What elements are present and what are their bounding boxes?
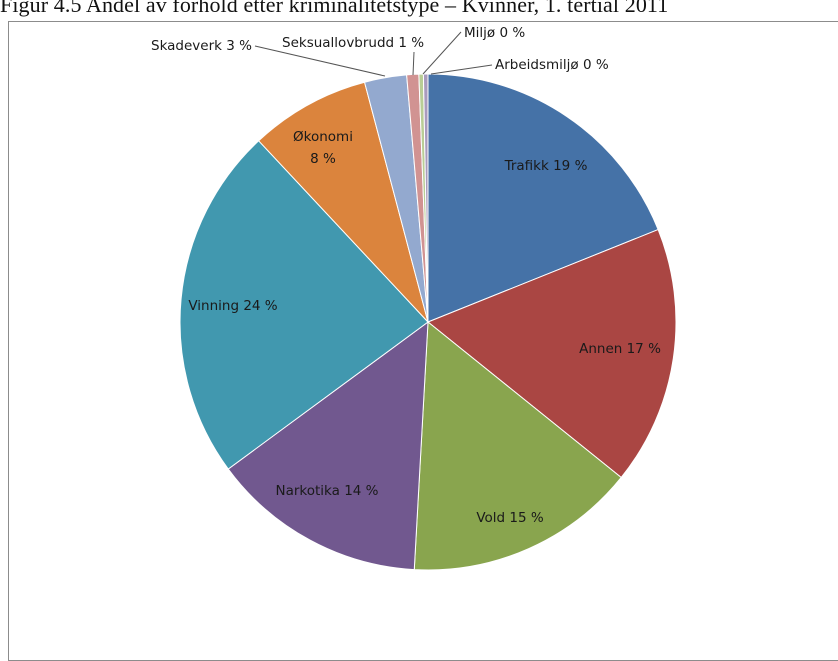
figure-caption: Figur 4.5 Andel av forhold etter krimina… bbox=[0, 0, 669, 17]
slice-label: Narkotika 14 % bbox=[275, 483, 378, 499]
leader-line bbox=[254, 45, 386, 77]
slice-label: Arbeidsmiljø 0 % bbox=[495, 57, 609, 73]
pie-slice-vold bbox=[413, 320, 622, 571]
leader-line bbox=[430, 64, 493, 75]
pie-slice-økonomi bbox=[257, 81, 429, 323]
leader-line bbox=[412, 51, 415, 76]
leader-line bbox=[422, 31, 462, 75]
pie-slice-trafikk bbox=[427, 73, 659, 323]
slice-label: Trafikk 19 % bbox=[504, 158, 588, 174]
slice-label: Annen 17 % bbox=[579, 341, 661, 357]
slice-label: Vinning 24 % bbox=[188, 298, 277, 314]
pie-slice-annen bbox=[427, 228, 677, 479]
slice-label: Vold 15 % bbox=[476, 510, 544, 526]
label-leader-lines bbox=[254, 31, 493, 77]
pie-slices bbox=[179, 73, 677, 571]
slice-label: Seksuallovbrudd 1 % bbox=[282, 35, 424, 51]
pie-slice-vinning bbox=[179, 140, 429, 470]
slice-label: Miljø 0 % bbox=[464, 25, 525, 41]
pie-slice-narkotika bbox=[227, 320, 429, 571]
slice-label: Skadeverk 3 % bbox=[151, 38, 252, 54]
slice-label: Økonomi 8 % bbox=[293, 129, 353, 167]
pie-chart: Trafikk 19 % Annen 17 % Vold 15 % Narkotika… bbox=[151, 25, 677, 571]
pie-labels: Trafikk 19 % Annen 17 % Vold 15 % Narkotika… bbox=[151, 25, 661, 526]
